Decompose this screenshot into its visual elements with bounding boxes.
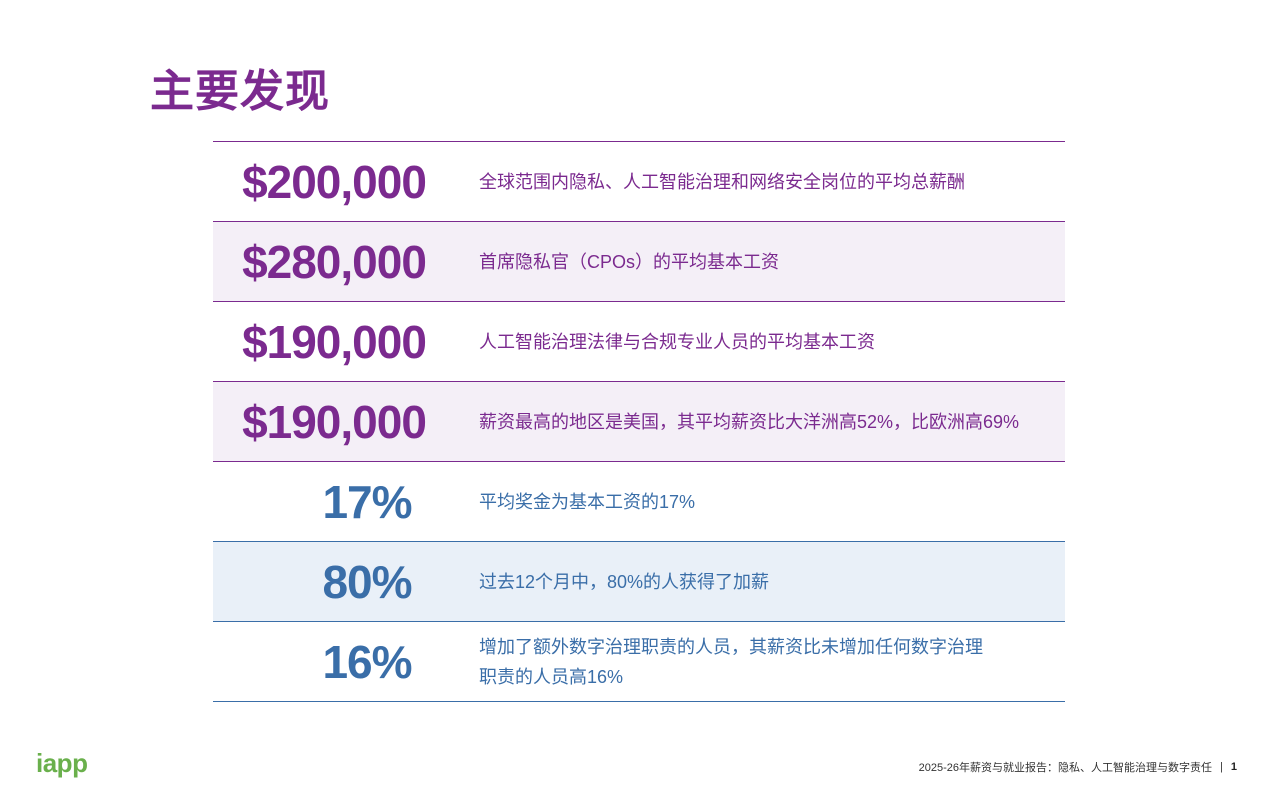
finding-row: $190,000 人工智能治理法律与合规专业人员的平均基本工资 (213, 302, 1065, 382)
finding-row: $280,000 首席隐私官（CPOs）的平均基本工资 (213, 222, 1065, 302)
finding-row: 80% 过去12个月中，80%的人获得了加薪 (213, 542, 1065, 622)
finding-row: $190,000 薪资最高的地区是美国，其平均薪资比大洋洲高52%，比欧洲高69… (213, 382, 1065, 462)
report-title: 2025-26年薪资与就业报告：隐私、人工智能治理与数字责任 (918, 762, 1213, 774)
finding-stat: $280,000 (242, 235, 427, 288)
finding-stat: 80% (322, 555, 412, 608)
page-number: 1 (1230, 761, 1237, 773)
iapp-logo: iapp (36, 748, 88, 778)
finding-row: 17% 平均奖金为基本工资的17% (213, 462, 1065, 542)
finding-description: 人工智能治理法律与合规专业人员的平均基本工资 (479, 331, 875, 352)
finding-stat: $200,000 (242, 155, 427, 208)
key-findings-table: $200,000 全球范围内隐私、人工智能治理和网络安全岗位的平均总薪酬 $28… (213, 141, 1065, 702)
finding-description: 薪资最高的地区是美国，其平均薪资比大洋洲高52%，比欧洲高69% (479, 411, 1020, 432)
finding-stat: 17% (322, 475, 412, 528)
finding-row: $200,000 全球范围内隐私、人工智能治理和网络安全岗位的平均总薪酬 (213, 142, 1065, 222)
finding-stat: 16% (322, 635, 412, 688)
footer: 2025-26年薪资与就业报告：隐私、人工智能治理与数字责任 | 1 (919, 759, 1237, 775)
finding-description: 全球范围内隐私、人工智能治理和网络安全岗位的平均总薪酬 (479, 171, 965, 192)
finding-description: 平均奖金为基本工资的17% (479, 491, 696, 512)
finding-description: 增加了额外数字治理职责的人员，其薪资比未增加任何数字治理职责的人员高16% (479, 636, 983, 687)
page-title: 主要发现 (150, 67, 330, 116)
finding-description: 首席隐私官（CPOs）的平均基本工资 (479, 251, 780, 272)
finding-row: 16% 增加了额外数字治理职责的人员，其薪资比未增加任何数字治理职责的人员高16… (213, 622, 1065, 702)
footer-separator: | (1220, 761, 1223, 773)
finding-stat: $190,000 (242, 395, 427, 448)
finding-description: 过去12个月中，80%的人获得了加薪 (479, 571, 770, 592)
finding-stat: $190,000 (242, 315, 427, 368)
